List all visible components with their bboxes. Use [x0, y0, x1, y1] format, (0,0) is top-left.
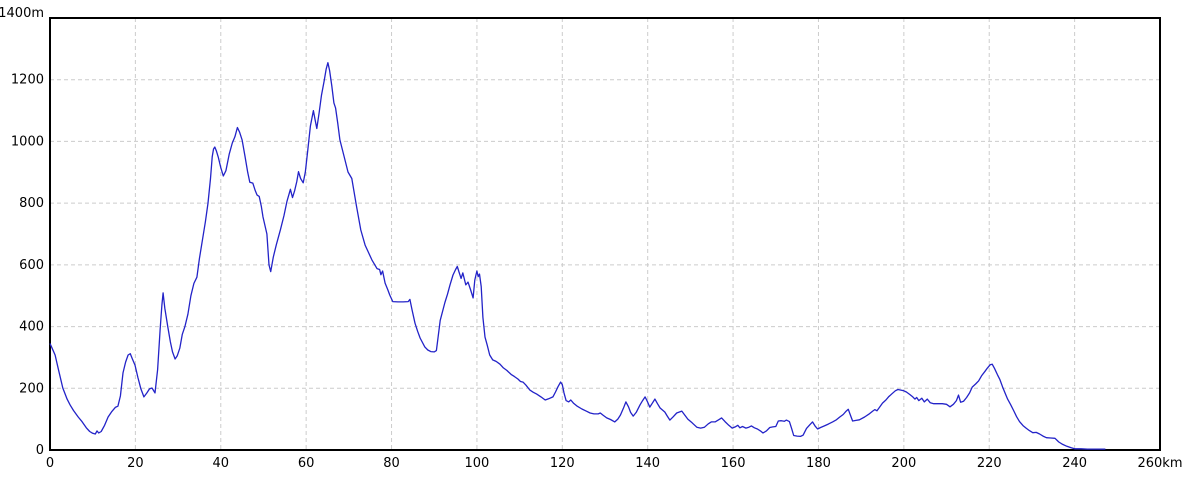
x-tick-label: 200	[891, 456, 916, 471]
x-tick-label: 140	[635, 456, 660, 471]
x-tick-label: 100	[465, 456, 490, 471]
grid-lines	[50, 18, 1160, 450]
x-tick-label: 120	[550, 456, 575, 471]
elevation-line	[49, 62, 1106, 450]
y-tick-label: 1400m	[0, 6, 44, 21]
x-tick-label: 180	[806, 456, 831, 471]
y-tick-label: 1000	[11, 134, 44, 149]
y-tick-label: 1200	[11, 73, 44, 88]
y-tick-label: 800	[19, 196, 44, 211]
x-tick-label: 260km	[1137, 456, 1182, 471]
x-axis-labels: 0 20 40 60 80 100 120 140 160 180 200 220 240 260km	[46, 456, 1183, 471]
x-tick-label: 60	[298, 456, 315, 471]
x-tick-label: 40	[212, 456, 229, 471]
y-tick-label: 200	[19, 381, 44, 396]
x-tick-label: 160	[721, 456, 746, 471]
plot-border	[49, 17, 1161, 451]
x-tick-label: 0	[46, 456, 54, 471]
y-tick-label: 0	[36, 443, 44, 458]
x-tick-label: 20	[127, 456, 144, 471]
y-axis-labels: 1400m 1200 1000 800 600 400 200 0	[0, 6, 44, 458]
y-tick-label: 400	[19, 320, 44, 335]
x-tick-label: 240	[1062, 456, 1087, 471]
x-tick-label: 80	[383, 456, 400, 471]
y-tick-label: 600	[19, 258, 44, 273]
x-tick-label: 220	[977, 456, 1002, 471]
